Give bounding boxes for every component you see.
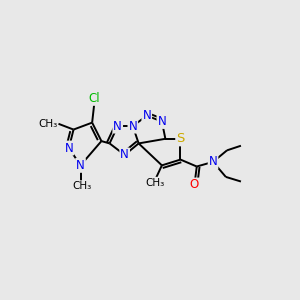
Text: CH₃: CH₃ — [72, 181, 91, 191]
Text: O: O — [190, 178, 199, 191]
Text: CH₃: CH₃ — [145, 178, 164, 188]
Text: N: N — [209, 155, 218, 168]
Text: N: N — [128, 120, 137, 133]
Text: Cl: Cl — [89, 92, 100, 105]
Text: N: N — [120, 148, 129, 161]
Text: N: N — [142, 109, 151, 122]
Text: S: S — [176, 132, 185, 145]
Text: CH₃: CH₃ — [38, 119, 57, 129]
Text: N: N — [64, 142, 73, 154]
Text: N: N — [76, 159, 85, 172]
Text: N: N — [113, 120, 122, 133]
Text: N: N — [158, 115, 166, 128]
